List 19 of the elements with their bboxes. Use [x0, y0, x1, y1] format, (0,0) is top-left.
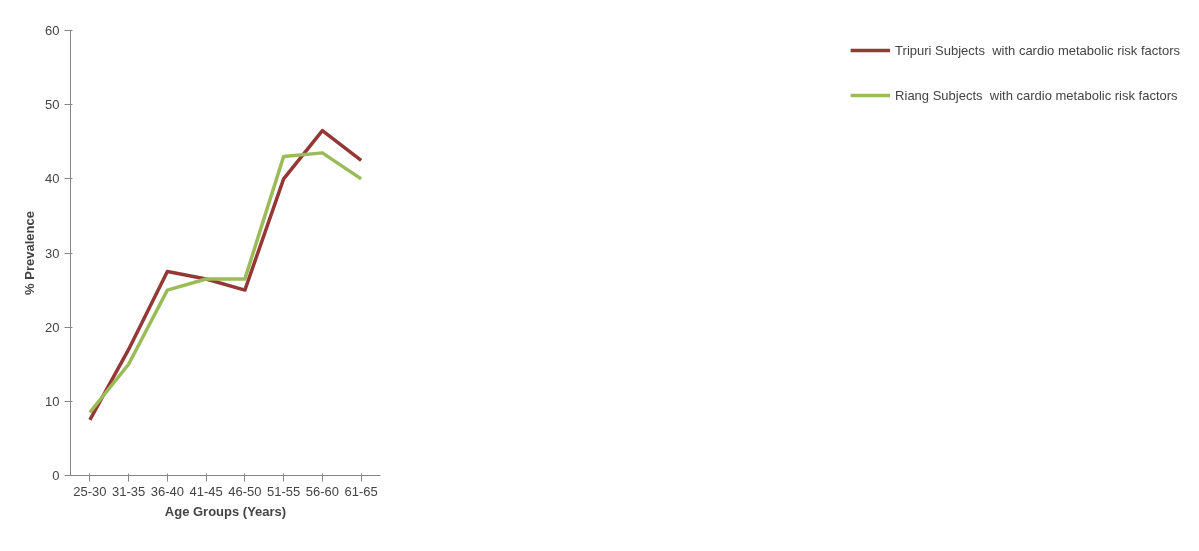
y-tick-label: 0 [52, 468, 60, 483]
x-tick-label: 41-45 [189, 483, 223, 499]
y-tick-label: 20 [45, 319, 60, 335]
x-tick-label: 25-30 [73, 483, 107, 499]
y-tick-label: 60 [45, 23, 60, 38]
x-tick-label: 51-55 [267, 483, 301, 499]
legend-label: Riang Subjects with cardio metabolic risk factors [895, 87, 1178, 103]
y-tick-label: 30 [45, 245, 60, 261]
y-tick-label: 40 [45, 171, 60, 187]
x-tick-label: 46-50 [228, 483, 262, 499]
x-tick-label: 36-40 [150, 483, 184, 499]
x-axis-title: Age Groups (Years) [164, 503, 287, 519]
y-tick-label: 10 [45, 393, 60, 409]
y-tick-label: 50 [45, 97, 60, 113]
y-axis-title: % Prevalence [22, 211, 38, 295]
legend-label: Tripuri Subjects with cardio metabolic risk factors [895, 42, 1180, 58]
x-tick-label: 56-60 [305, 483, 339, 499]
x-tick-label: 61-65 [344, 483, 378, 499]
x-tick-label: 31-35 [112, 483, 146, 499]
